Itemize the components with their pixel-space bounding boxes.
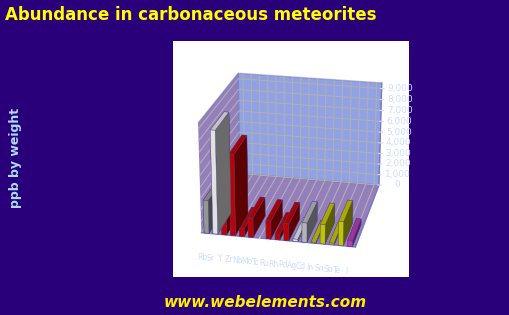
Text: ppb by weight: ppb by weight xyxy=(9,107,22,208)
Text: www.webelements.com: www.webelements.com xyxy=(163,295,366,310)
Text: Abundance in carbonaceous meteorites: Abundance in carbonaceous meteorites xyxy=(5,6,376,24)
